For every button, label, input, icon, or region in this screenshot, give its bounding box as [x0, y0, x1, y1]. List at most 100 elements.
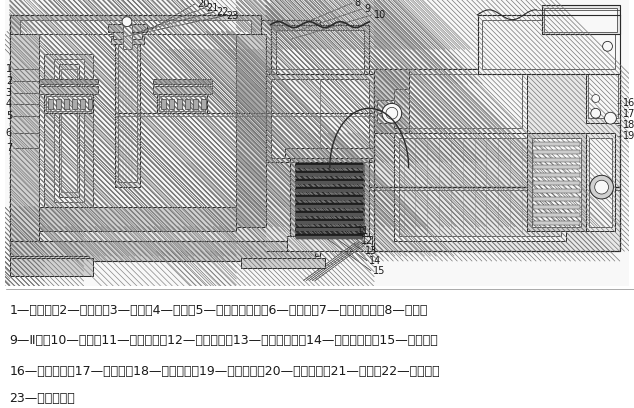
Bar — [39, 86, 98, 93]
Bar — [48, 100, 53, 109]
Text: 13: 13 — [365, 246, 377, 256]
Bar — [153, 79, 212, 84]
Bar — [44, 54, 93, 207]
Bar — [541, 5, 620, 34]
Bar — [533, 213, 580, 217]
Bar — [296, 195, 363, 200]
Bar — [296, 181, 363, 184]
Text: 14: 14 — [369, 256, 382, 266]
Bar — [545, 8, 618, 31]
Bar — [533, 221, 580, 224]
Bar — [296, 236, 363, 239]
Text: 16: 16 — [623, 98, 634, 109]
Bar — [296, 221, 363, 224]
Bar — [115, 40, 139, 187]
Bar — [394, 89, 408, 128]
Bar — [296, 166, 363, 169]
Bar — [296, 211, 363, 216]
Circle shape — [590, 175, 614, 199]
Bar — [532, 138, 581, 226]
Bar — [10, 258, 93, 276]
Bar — [374, 69, 620, 251]
Bar — [586, 69, 620, 123]
Bar — [10, 256, 89, 276]
Bar — [296, 173, 363, 176]
Bar — [586, 133, 616, 231]
Bar — [39, 79, 98, 84]
Text: 18: 18 — [623, 120, 634, 130]
Bar — [72, 100, 77, 109]
Bar — [533, 173, 580, 177]
Bar — [287, 236, 372, 251]
Text: 21: 21 — [207, 3, 219, 13]
Circle shape — [592, 95, 600, 102]
Text: 15: 15 — [373, 266, 385, 276]
Bar — [533, 181, 580, 185]
Bar — [56, 100, 61, 109]
Text: 7: 7 — [6, 143, 12, 153]
Bar — [477, 15, 620, 74]
Bar — [296, 164, 363, 169]
Bar — [290, 157, 369, 246]
Bar — [162, 100, 166, 109]
Text: 16—主电动机；17—减速器；18—电动机座；19—小皮带轮；20—上法兰盘；21—小轴；22—编码器；: 16—主电动机；17—减速器；18—电动机座；19—小皮带轮；20—上法兰盘；2… — [10, 365, 440, 378]
Bar — [80, 100, 84, 109]
Bar — [533, 197, 580, 201]
Bar — [296, 226, 363, 231]
Bar — [169, 100, 174, 109]
Bar — [10, 241, 315, 261]
Bar — [533, 150, 580, 154]
Bar — [87, 100, 93, 109]
Bar — [177, 100, 182, 109]
Circle shape — [595, 180, 609, 194]
Bar — [296, 203, 363, 208]
Bar — [295, 162, 365, 241]
Circle shape — [605, 112, 616, 124]
Bar — [113, 31, 142, 36]
Bar — [296, 219, 363, 224]
Bar — [589, 138, 612, 226]
Bar — [296, 213, 363, 216]
Bar — [588, 74, 618, 118]
Text: 8: 8 — [354, 0, 361, 8]
Bar — [39, 34, 236, 231]
Text: 2: 2 — [6, 76, 12, 86]
Bar — [296, 189, 363, 192]
Bar — [153, 86, 212, 93]
Bar — [20, 20, 251, 34]
Text: 1: 1 — [6, 64, 12, 74]
Text: 12: 12 — [361, 236, 373, 246]
Text: 4: 4 — [6, 100, 12, 109]
Bar — [44, 93, 93, 113]
Text: 3: 3 — [6, 88, 12, 98]
Bar — [533, 157, 580, 162]
Bar — [10, 34, 39, 256]
Bar — [394, 133, 566, 241]
Bar — [39, 207, 236, 231]
Bar — [64, 100, 69, 109]
Circle shape — [591, 109, 600, 118]
Bar — [527, 133, 586, 231]
Text: 19: 19 — [623, 131, 634, 141]
Bar — [271, 24, 369, 79]
Bar — [54, 59, 84, 202]
Bar — [296, 179, 363, 184]
Bar — [271, 79, 369, 157]
Circle shape — [382, 103, 402, 123]
Bar — [377, 113, 406, 123]
Bar — [533, 166, 580, 169]
Bar — [533, 205, 580, 209]
Text: 6: 6 — [6, 128, 12, 138]
Bar — [61, 69, 77, 192]
Text: 22: 22 — [217, 7, 229, 17]
Text: 20: 20 — [197, 0, 209, 9]
Bar — [533, 142, 580, 146]
Bar — [123, 24, 132, 49]
Bar — [111, 36, 144, 44]
Bar — [399, 138, 561, 236]
Bar — [59, 64, 79, 197]
Circle shape — [386, 107, 398, 119]
Circle shape — [122, 17, 132, 27]
Bar — [193, 100, 198, 109]
Bar — [159, 95, 205, 111]
